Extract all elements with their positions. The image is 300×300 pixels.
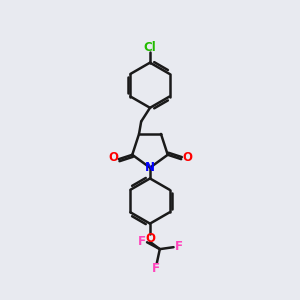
Text: F: F <box>138 235 146 248</box>
Text: O: O <box>182 151 192 164</box>
Text: F: F <box>152 262 160 275</box>
Text: O: O <box>145 232 155 245</box>
Text: N: N <box>145 161 155 174</box>
Text: F: F <box>175 240 182 253</box>
Text: Cl: Cl <box>144 41 156 54</box>
Text: O: O <box>108 151 118 164</box>
